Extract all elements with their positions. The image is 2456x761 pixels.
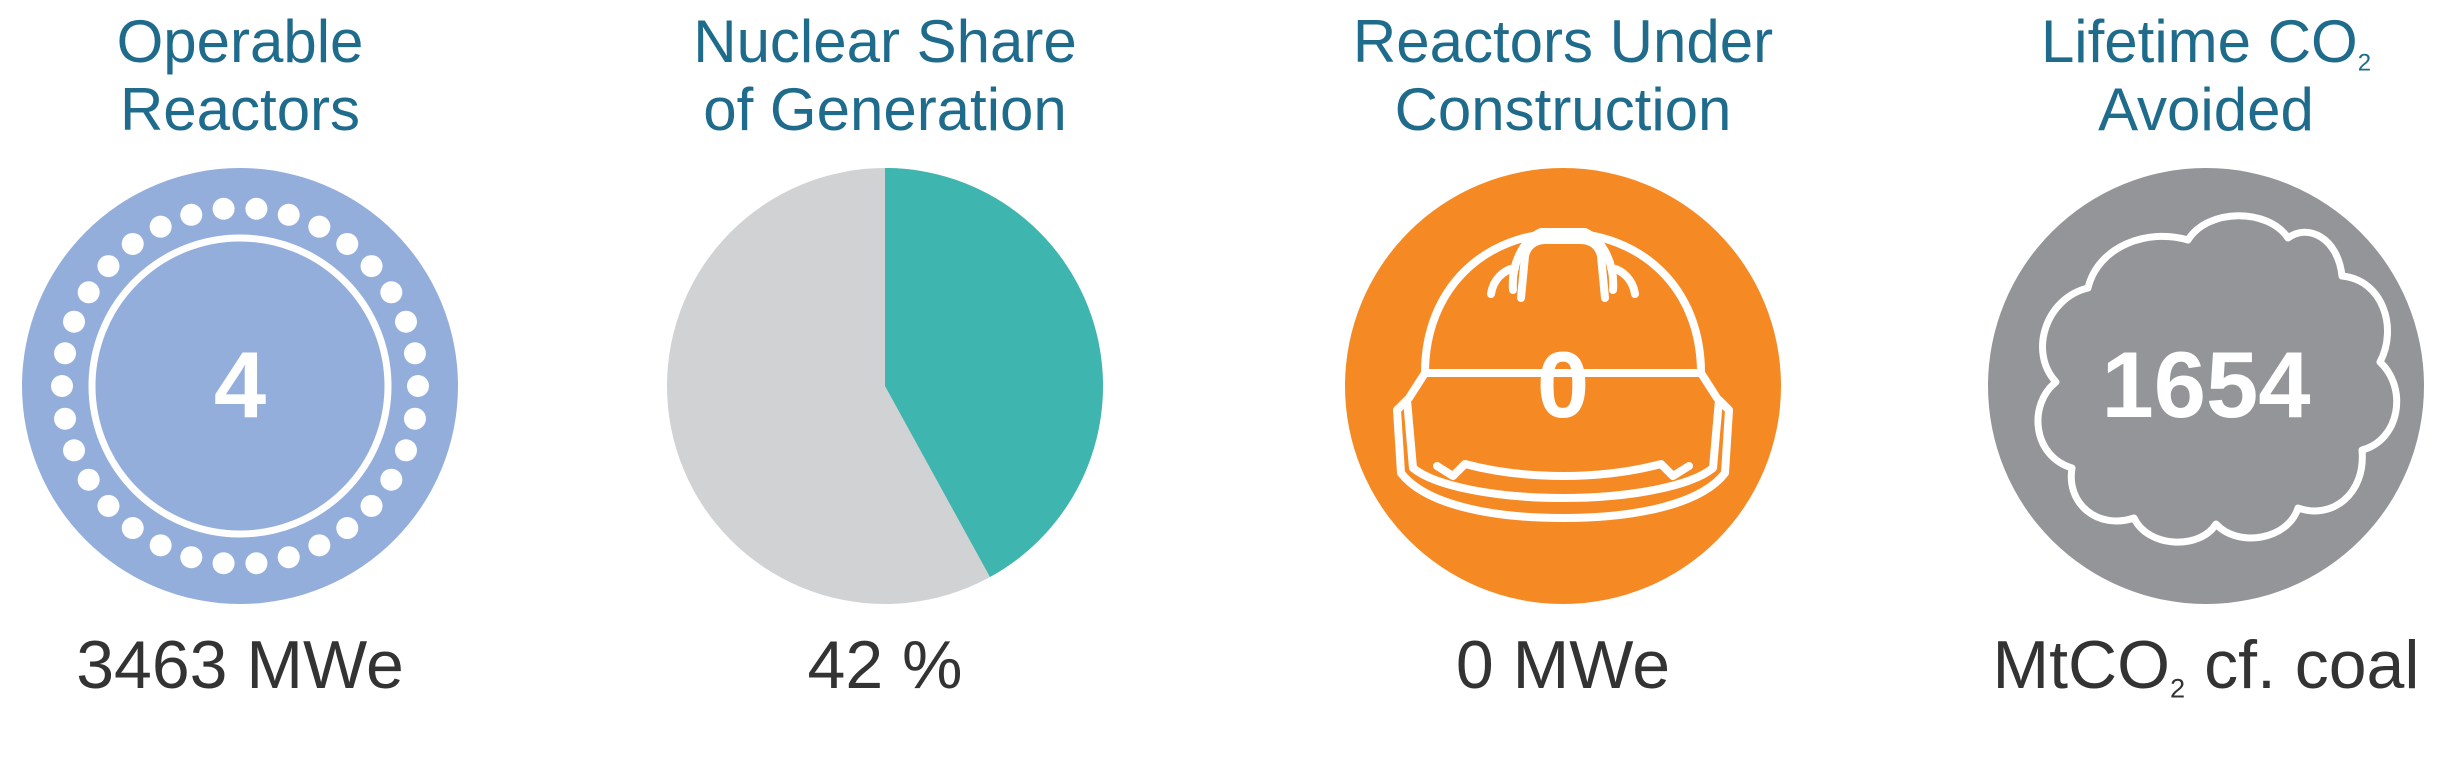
construction-capacity: 0 MWe	[1455, 627, 1671, 703]
reactor-dot	[336, 232, 359, 255]
nuclear-share-title: Nuclear Share of Generation	[693, 8, 1077, 143]
reactor-dot	[63, 439, 86, 462]
reactor-dot	[149, 215, 172, 238]
pie-slice-nuclear	[885, 168, 1103, 578]
reactor-dot	[336, 517, 359, 540]
reactor-dot	[403, 342, 426, 365]
reactor-dot	[63, 310, 86, 333]
reactor-dot	[54, 342, 77, 365]
operable-reactors-panel: Operable Reactors 4 3463 MWe	[0, 0, 520, 761]
construction-count: 0	[1536, 332, 1590, 437]
reactor-core-icon	[22, 168, 458, 604]
reactor-dot	[212, 552, 235, 575]
pie-icon	[667, 168, 1103, 604]
co2-title: Lifetime CO2 Avoided	[2040, 8, 2372, 143]
reactor-dot	[277, 203, 300, 226]
reactor-dot	[180, 546, 203, 569]
reactor-dot	[97, 255, 120, 278]
reactor-dot	[403, 407, 426, 430]
hard-hat-icon	[1345, 168, 1781, 604]
reactor-dot	[121, 517, 144, 540]
reactor-dot	[245, 197, 268, 220]
reactor-dot	[212, 197, 235, 220]
co2-avoided-value: 1654	[2101, 332, 2311, 437]
operable-reactors-count: 4	[213, 332, 267, 437]
reactor-dot	[54, 407, 77, 430]
reactor-dot	[149, 534, 172, 557]
reactor-dot	[77, 468, 100, 491]
reactor-dot	[407, 375, 429, 397]
operable-reactors-title: Operable Reactors	[116, 8, 364, 143]
nuclear-share-panel: Nuclear Share of Generation 42 %	[605, 0, 1165, 761]
reactor-dot	[51, 375, 73, 397]
reactor-dot	[245, 552, 268, 575]
reactor-dot	[121, 232, 144, 255]
reactor-dot	[97, 494, 120, 517]
reactor-dot	[308, 215, 331, 238]
reactor-dot	[360, 494, 383, 517]
operable-reactors-capacity: 3463 MWe	[76, 627, 404, 703]
reactor-dot	[180, 203, 203, 226]
nuclear-share-percent: 42 %	[807, 627, 963, 703]
reactor-dot	[277, 546, 300, 569]
reactor-dot	[394, 310, 417, 333]
reactor-dot	[308, 534, 331, 557]
reactor-dot	[77, 281, 100, 304]
reactor-dot	[394, 439, 417, 462]
co2-caption: MtCO2 cf. coal	[1992, 627, 2420, 704]
cloud-icon	[1988, 168, 2424, 604]
construction-title: Reactors Under Construction	[1352, 8, 1774, 143]
reactor-dot	[380, 281, 403, 304]
reactor-dot	[380, 468, 403, 491]
reactors-under-construction-panel: Reactors Under Construction 0 0 MWe	[1283, 0, 1843, 761]
co2-avoided-panel: Lifetime CO2 Avoided 1654 MtCO2 cf. coal	[1926, 0, 2456, 761]
reactor-dot	[360, 255, 383, 278]
